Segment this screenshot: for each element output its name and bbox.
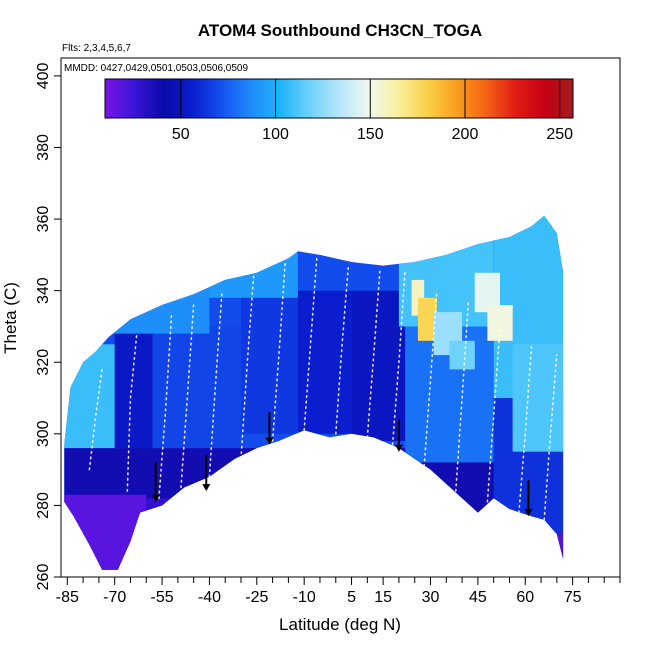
x-tick-label-10: 60 [516, 589, 534, 606]
dates-note: MMDD: 0427,0429,0501,0503,0506,0509 [64, 63, 248, 74]
x-axis-label: Latitude (deg N) [279, 615, 401, 634]
y-tick-label-0: 260 [35, 564, 52, 591]
heat-cell-22 [487, 305, 513, 341]
arrow-3 [394, 419, 403, 452]
flight-track-9 [366, 268, 381, 439]
y-axis-label: Theta (C) [1, 282, 20, 354]
colorbar-tick-label-1: 100 [262, 126, 289, 143]
colorbar-gradient [104, 78, 574, 119]
x-tick-label-3: -40 [198, 589, 221, 606]
x-tick-label-7: 15 [374, 589, 392, 606]
arrow-2 [265, 412, 274, 445]
heat-cell-19 [417, 297, 437, 341]
y-tick-label-4: 340 [35, 277, 52, 304]
colorbar-tick-label-2: 150 [357, 126, 384, 143]
heat-cell-23 [449, 340, 475, 370]
flight-track-12 [455, 300, 470, 492]
x-tick-label-0: -85 [56, 589, 79, 606]
heat-cell-9 [297, 290, 352, 434]
x-tick-label-11: 75 [564, 589, 582, 606]
x-tick-label-1: -70 [103, 589, 126, 606]
heat-cell-10 [351, 290, 406, 441]
plot-frame [60, 57, 621, 578]
x-tick-label-8: 30 [422, 589, 440, 606]
chart-title: ATOM4 Southbound CH3CN_TOGA [198, 21, 482, 40]
colorbar: 50 100 150 200 250 [104, 78, 574, 143]
flight-track-3 [180, 304, 195, 489]
y-tick-label-2: 300 [35, 420, 52, 447]
colorbar-tick-label-4: 250 [546, 126, 573, 143]
profile-arrows [151, 412, 533, 517]
flight-track-1 [126, 332, 138, 492]
colorbar-tick-label-3: 200 [452, 126, 479, 143]
heat-cell-7 [152, 326, 241, 449]
flight-track-11 [423, 289, 438, 467]
x-axis: -85 -70 -55 -40 -25 -10 5 15 30 45 60 75 [56, 577, 621, 606]
y-axis: 260 280 300 320 340 360 380 400 [35, 62, 61, 590]
flight-track-13 [486, 325, 501, 503]
x-tick-label-5: -10 [293, 589, 316, 606]
x-tick-label-2: -55 [150, 589, 173, 606]
flight-track-0 [88, 368, 103, 471]
flight-track-14 [518, 343, 533, 514]
y-tick-label-7: 400 [35, 62, 52, 89]
colorbar-tick-label-0: 50 [172, 126, 190, 143]
flight-track-10 [391, 268, 406, 446]
flight-track-4 [208, 289, 223, 478]
y-tick-label-5: 360 [35, 206, 52, 233]
arrow-1 [202, 455, 211, 492]
flight-track-2 [158, 314, 173, 500]
arrow-4 [524, 480, 533, 517]
flight-tracks [88, 257, 558, 521]
heat-cell-17 [512, 344, 564, 452]
flight-track-8 [335, 264, 350, 435]
x-tick-label-9: 45 [469, 589, 487, 606]
flights-note: Flts: 2,3,4,5,6,7 [62, 43, 131, 54]
flight-track-15 [543, 354, 558, 521]
y-tick-label-3: 320 [35, 349, 52, 376]
x-tick-label-4: -25 [245, 589, 268, 606]
flight-track-6 [271, 261, 286, 442]
arrow-0 [151, 462, 160, 502]
flight-track-7 [303, 257, 318, 431]
heat-cell-6 [114, 333, 153, 449]
colorbar-ticks: 50 100 150 200 250 [172, 79, 573, 143]
flight-track-5 [240, 275, 255, 460]
y-tick-label-1: 280 [35, 492, 52, 519]
x-tick-label-6: 5 [347, 589, 356, 606]
y-tick-label-6: 380 [35, 134, 52, 161]
